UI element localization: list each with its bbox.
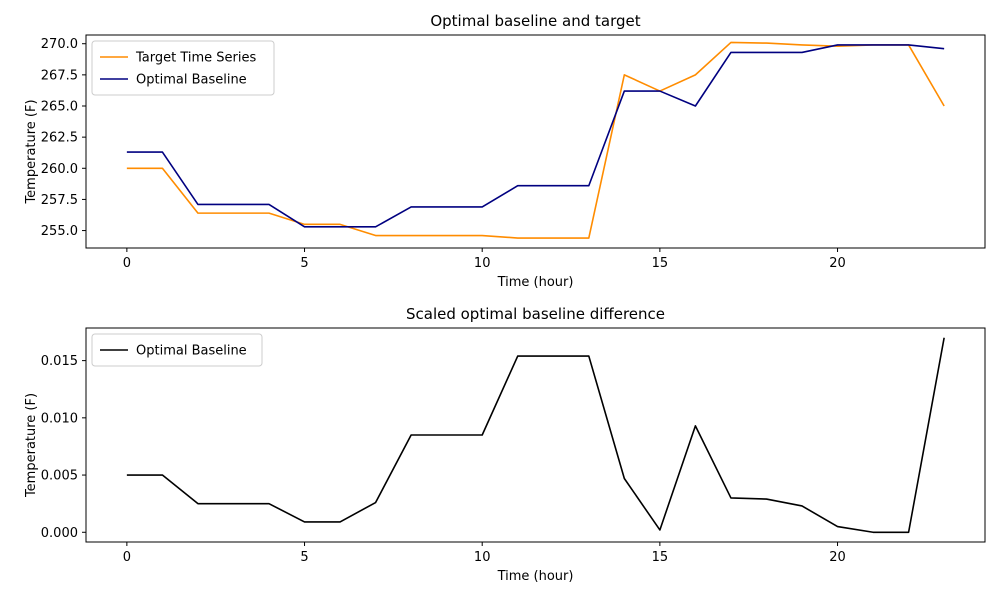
y-tick-label: 267.5 — [41, 68, 78, 83]
y-tick-label: 0.000 — [41, 526, 78, 541]
series-line-1 — [126, 41, 945, 239]
x-tick-label: 0 — [123, 256, 131, 271]
legend-label-2: Optimal Baseline — [136, 73, 247, 88]
y-tick-label: 255.0 — [41, 224, 78, 239]
x-tick-label: 5 — [300, 256, 308, 271]
legend: Optimal Baseline — [91, 333, 263, 367]
chart-title: Optimal baseline and target — [430, 12, 640, 30]
y-tick-label: 0.015 — [41, 354, 78, 369]
y-tick-label: 260.0 — [41, 162, 78, 177]
legend-box — [91, 333, 263, 367]
x-tick-label: 5 — [300, 550, 308, 565]
legend-label-1: Optimal Baseline — [136, 344, 247, 359]
y-tick-label: 0.005 — [41, 469, 78, 484]
x-axis-label: Time (hour) — [497, 275, 574, 290]
series-line-1 — [126, 337, 945, 534]
x-tick-label: 20 — [829, 550, 846, 565]
x-tick-label: 15 — [652, 256, 669, 271]
x-tick-label: 10 — [474, 256, 491, 271]
x-axis-label: Time (hour) — [497, 569, 574, 584]
legend-label-1: Target Time Series — [135, 51, 257, 66]
x-tick-label: 20 — [829, 256, 846, 271]
legend-box — [91, 40, 275, 96]
x-tick-label: 0 — [123, 550, 131, 565]
legend: Target Time Series Optimal Baseline — [91, 40, 275, 96]
x-tick-label: 10 — [474, 550, 491, 565]
y-tick-label: 0.010 — [41, 411, 78, 426]
y-tick-label: 265.0 — [41, 100, 78, 115]
y-tick-label: 262.5 — [41, 131, 78, 146]
chart-panel-2: 0 5 10 15 20 0.000 0.005 0.010 0.015 Scaled optim… — [24, 305, 986, 584]
y-axis-label: Temperature (F) — [24, 99, 39, 204]
x-tick-label: 15 — [652, 550, 669, 565]
y-tick-label: 257.5 — [41, 193, 78, 208]
chart-title: Scaled optimal baseline difference — [406, 305, 665, 323]
y-axis-label: Temperature (F) — [24, 393, 39, 498]
chart-panel-1: 0 5 10 15 20 255.0 257.5 260.0 262.5 265.0 267.5 27… — [24, 12, 986, 290]
series-line-2 — [126, 44, 945, 228]
y-tick-label: 270.0 — [41, 37, 78, 52]
